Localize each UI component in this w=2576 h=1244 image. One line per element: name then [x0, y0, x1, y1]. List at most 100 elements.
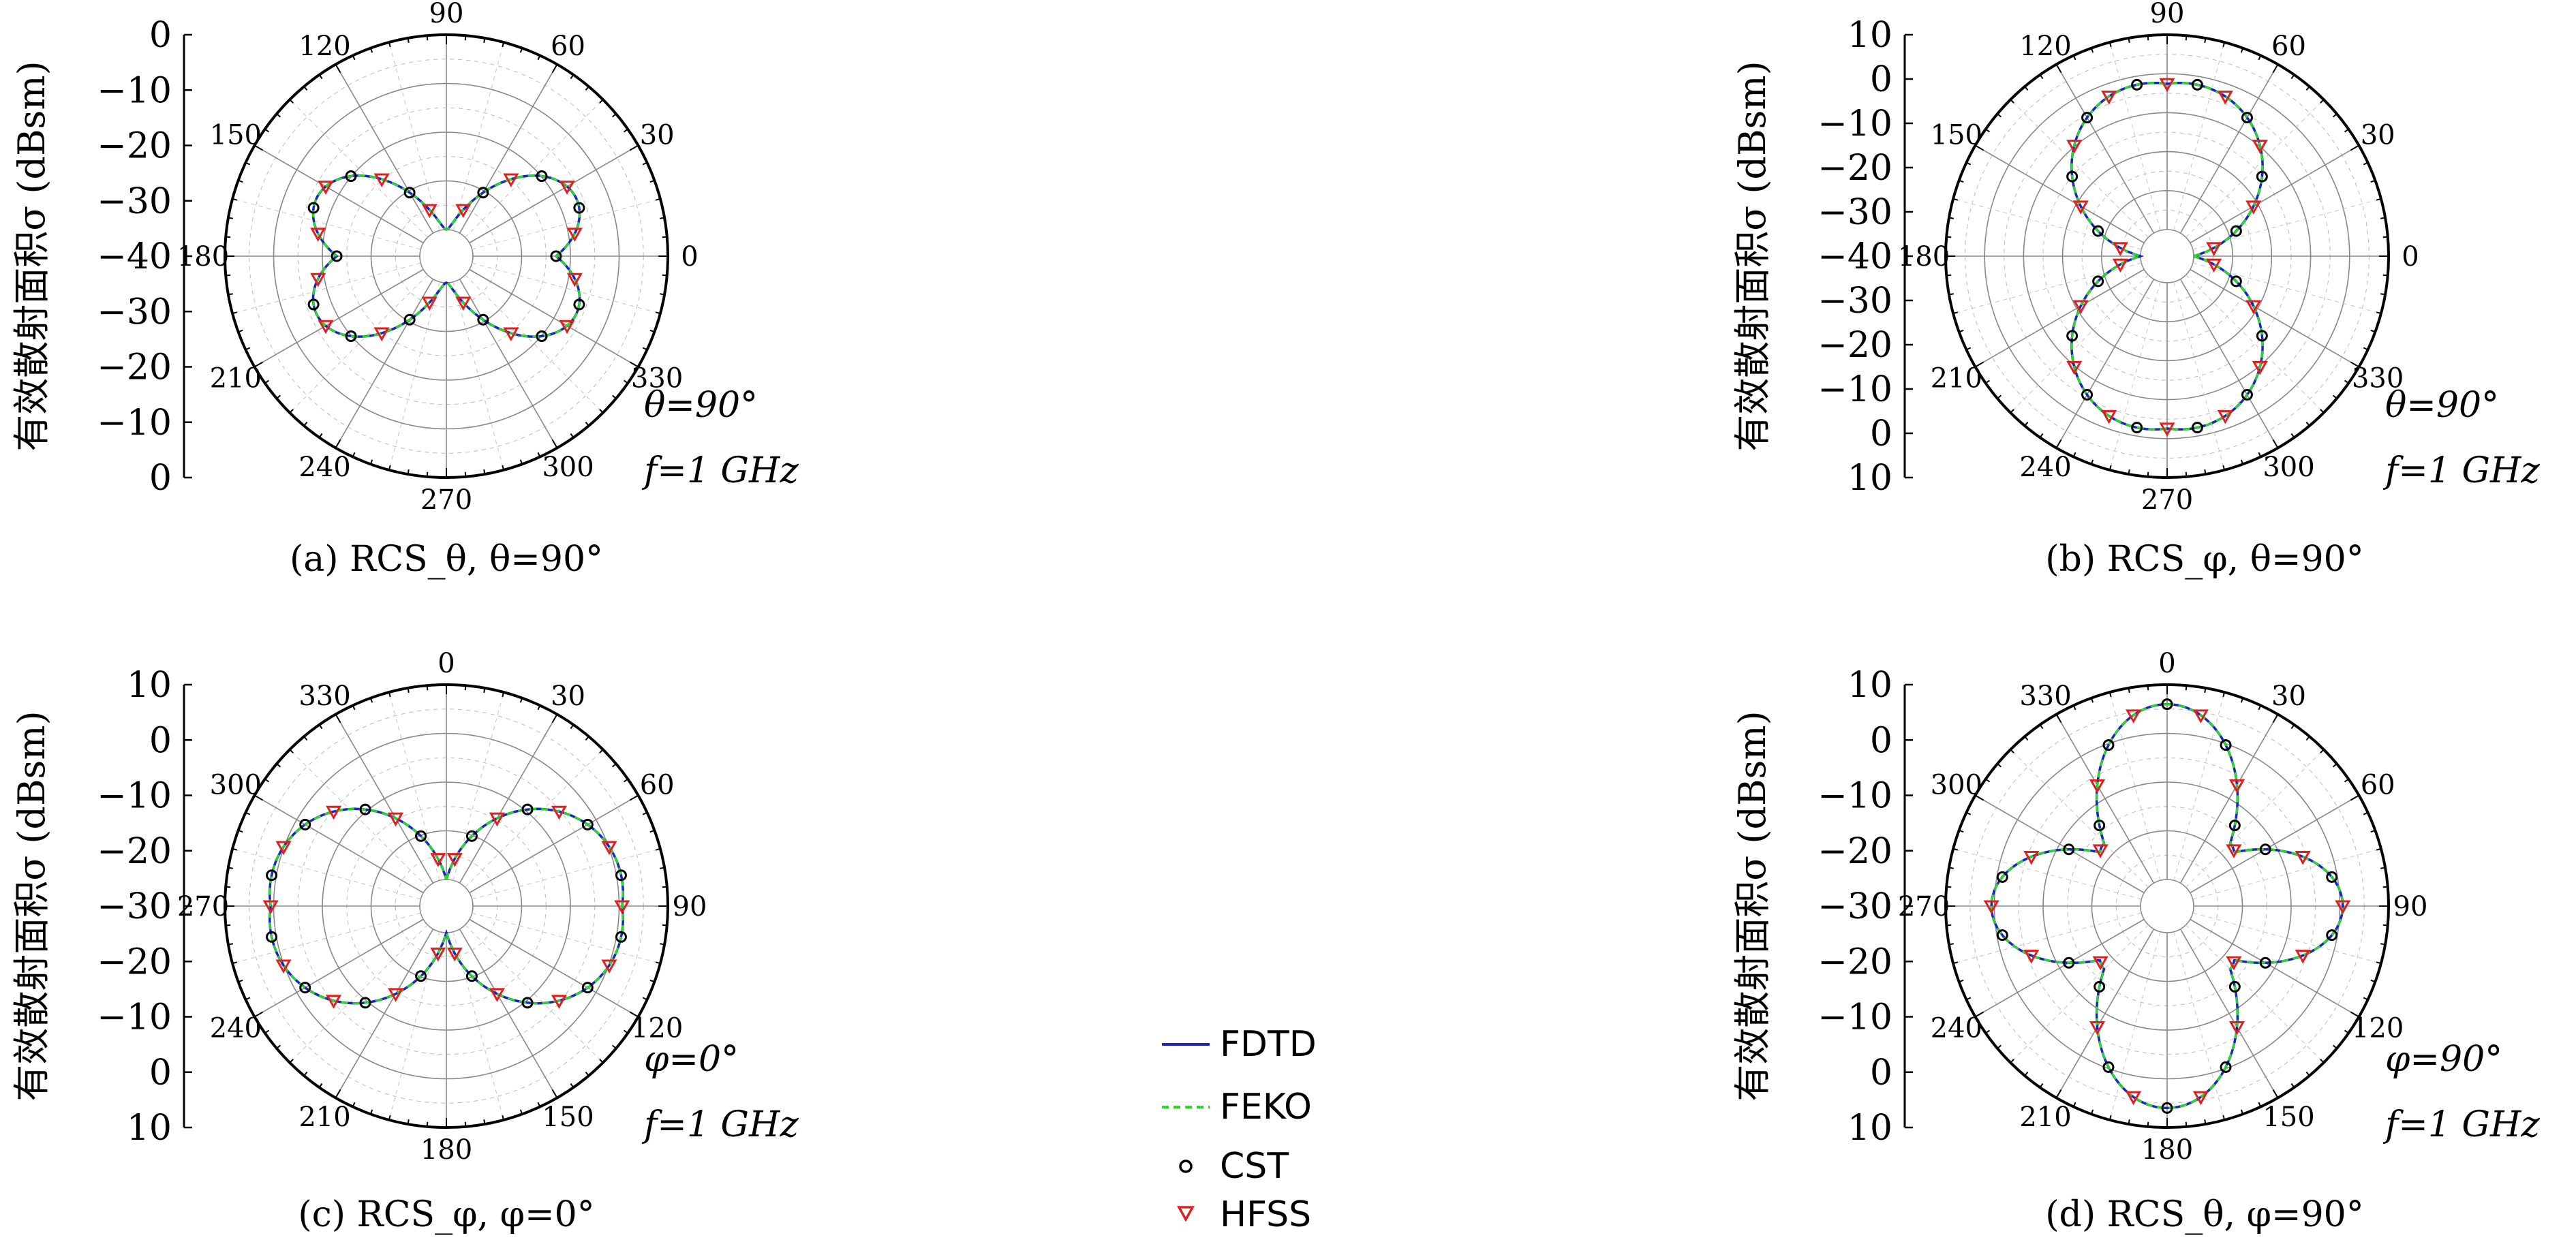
marker-cst: [615, 931, 627, 943]
angle-tick: [426, 471, 429, 477]
angle-tick: [2010, 749, 2014, 753]
condition-note: φ=0°: [644, 1039, 739, 1080]
marker-hfss: [446, 853, 463, 867]
angle-tick: [318, 724, 323, 730]
marker-hfss: [388, 812, 404, 827]
angle-tick: [388, 42, 391, 48]
angle-label: 60: [2271, 31, 2306, 62]
angle-tick: [1946, 886, 1952, 888]
angle-tick: [245, 811, 251, 815]
angle-tick: [1952, 961, 1959, 965]
marker-hfss: [551, 805, 567, 820]
angle-tick: [388, 465, 391, 471]
marker-cst: [573, 202, 585, 214]
angle-tick: [483, 687, 486, 694]
marker-cst: [2094, 820, 2106, 832]
legend: FDTD FEKO CST HFSS: [1162, 1024, 1317, 1235]
angle-tick: [289, 749, 294, 753]
angle-tick: [649, 179, 655, 183]
angle-label: 330: [298, 681, 350, 712]
marker-cst: [345, 330, 357, 342]
angle-tick: [1959, 829, 1964, 833]
marker-cst: [415, 970, 427, 982]
marker-hfss: [2206, 258, 2222, 273]
angle-tick: [2109, 465, 2112, 471]
legend-feko-label: FEKO: [1220, 1087, 1312, 1128]
angle-tick: [611, 1044, 617, 1049]
marker-cst: [477, 187, 489, 199]
angle-tick: [2376, 311, 2382, 315]
angle-tick: [1966, 811, 1972, 815]
angle-label: 30: [551, 681, 585, 712]
marker-hfss: [421, 296, 438, 311]
radial-tick-label: −10: [97, 70, 172, 111]
angle-tick: [2344, 128, 2349, 133]
angle-label: 0: [681, 241, 698, 273]
angle-tick: [649, 979, 655, 983]
angle-tick: [318, 74, 323, 80]
radial-tick-label: −10: [97, 997, 172, 1038]
angle-tick: [2272, 1089, 2279, 1098]
angle-tick: [2370, 329, 2376, 333]
marker-cst: [2092, 225, 2104, 237]
polar-panel-b: 0306090120150180210240270300330100−10−20…: [1731, 0, 2540, 516]
marker-cst: [2230, 225, 2242, 237]
angle-tick: [2320, 749, 2325, 753]
angle-label: 240: [298, 452, 350, 483]
angle-tick: [599, 99, 604, 104]
angle-tick: [2055, 64, 2062, 74]
marker-cst: [2326, 871, 2338, 883]
angle-tick: [2332, 1044, 2337, 1049]
marker-cst: [536, 170, 548, 183]
angle-tick: [2332, 394, 2337, 399]
marker-hfss: [2228, 779, 2245, 794]
angle-tick: [2185, 471, 2188, 477]
radial-tick-label: −10: [97, 776, 172, 817]
angle-tick: [2363, 161, 2368, 166]
angle-tick: [335, 64, 341, 74]
marker-cst: [299, 982, 311, 994]
angle-label: 0: [2158, 648, 2175, 679]
marker-hfss: [2295, 851, 2311, 865]
marker-cst: [2131, 422, 2143, 434]
grid-spoke: [335, 714, 434, 884]
angle-tick: [254, 144, 264, 151]
angle-tick: [2240, 48, 2244, 53]
marker-hfss: [566, 273, 583, 287]
angle-tick: [629, 144, 639, 151]
angle-tick: [238, 329, 243, 333]
angle-tick: [2258, 452, 2262, 457]
series-feko: [312, 174, 581, 338]
angle-tick: [2072, 1102, 2076, 1107]
angle-tick: [1975, 361, 1984, 368]
radial-tick-label: 0: [1870, 59, 1892, 100]
marker-hfss: [318, 181, 334, 195]
marker-cst: [2230, 275, 2242, 287]
angle-tick: [623, 128, 628, 133]
marker-cst: [2241, 388, 2253, 401]
angle-tick: [599, 409, 604, 414]
angle-tick: [2363, 997, 2368, 1001]
marker-cst: [2102, 1061, 2115, 1073]
caption-a: (a) RCS_θ, θ=90°: [290, 539, 603, 580]
angle-tick: [2344, 379, 2349, 384]
angle-tick: [1997, 1044, 2002, 1049]
angle-tick: [2128, 37, 2130, 44]
angle-tick: [2222, 691, 2226, 698]
grid-spoke: [2190, 794, 2359, 894]
radial-tick-label: −40: [1818, 236, 1892, 277]
series-feko: [2070, 82, 2264, 431]
marker-cst: [2131, 78, 2143, 91]
grid-spoke: [2179, 714, 2279, 884]
marker-cst: [359, 997, 371, 1009]
angle-label: 90: [429, 0, 464, 29]
marker-hfss: [489, 988, 505, 1002]
angle-tick: [1946, 274, 1952, 277]
angle-tick: [1966, 347, 1972, 351]
marker-hfss: [2112, 258, 2128, 273]
angle-tick: [585, 736, 589, 741]
angle-tick: [2010, 1059, 2014, 1063]
angle-tick: [2147, 471, 2149, 477]
angle-tick: [611, 763, 617, 768]
angle-tick: [1946, 236, 1952, 238]
